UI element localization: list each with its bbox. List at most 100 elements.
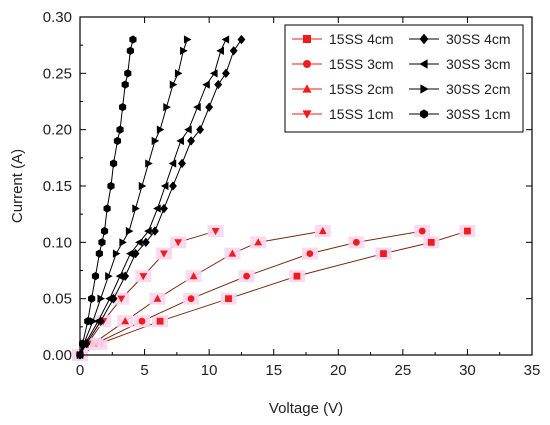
legend-label: 30SS 3cm <box>446 56 511 72</box>
data-point <box>113 136 122 146</box>
data-point <box>105 294 113 303</box>
legend-item: 15SS 1cm <box>292 106 394 122</box>
x-tick-label: 35 <box>524 362 541 379</box>
data-point <box>84 317 92 326</box>
data-point <box>187 295 195 303</box>
data-point <box>380 250 387 257</box>
data-point <box>79 339 87 348</box>
data-point <box>119 102 127 112</box>
data-point <box>163 102 171 112</box>
legend-marker <box>302 110 312 119</box>
x-tick-label: 20 <box>330 362 347 379</box>
legend-label: 15SS 2cm <box>329 81 394 97</box>
data-point <box>125 226 134 236</box>
data-point <box>160 250 168 258</box>
data-point <box>211 228 220 236</box>
legend-item: 15SS 4cm <box>292 31 394 47</box>
data-point <box>221 35 230 44</box>
y-tick-label: 0.15 <box>43 178 72 195</box>
data-point <box>156 125 165 134</box>
series-30ss-3cm <box>75 35 230 360</box>
data-point <box>109 293 118 304</box>
data-point <box>174 69 183 78</box>
legend-box <box>284 24 524 133</box>
y-tick-label: 0.05 <box>43 291 72 308</box>
data-point <box>138 317 146 325</box>
legend-label: 15SS 4cm <box>329 31 394 47</box>
data-point <box>97 294 105 303</box>
data-point <box>176 136 184 146</box>
data-point <box>112 249 121 258</box>
data-point <box>427 238 435 246</box>
legend-item: 30SS 1cm <box>409 106 511 122</box>
legend-marker <box>303 35 311 43</box>
legend-item: 15SS 3cm <box>292 56 394 72</box>
x-tick-label: 25 <box>395 362 412 379</box>
data-point <box>243 272 250 280</box>
legend-label: 15SS 1cm <box>329 106 394 122</box>
data-point <box>156 317 164 325</box>
data-point <box>318 226 327 235</box>
data-point <box>225 295 232 303</box>
data-point <box>180 46 188 55</box>
data-point <box>160 181 169 191</box>
series-15ss-1cm <box>72 225 224 361</box>
data-point <box>228 249 237 257</box>
data-point <box>464 227 471 235</box>
data-point <box>138 181 147 191</box>
legend-label: 15SS 3cm <box>329 56 394 72</box>
legend-item: 30SS 4cm <box>409 31 511 47</box>
legend: 15SS 4cm 30SS 4cm 15SS 3cm 30SS 3cm 15SS 2cm… <box>284 24 524 133</box>
data-point <box>293 272 301 280</box>
data-point <box>107 181 115 191</box>
data-point <box>187 136 196 146</box>
legend-label: 30SS 4cm <box>446 31 511 47</box>
x-axis-title: Voltage (V) <box>269 400 343 417</box>
data-point <box>196 124 205 135</box>
series-15ss-2cm <box>72 225 331 361</box>
data-point <box>129 35 137 44</box>
data-point <box>121 80 129 89</box>
x-tick-label: 5 <box>140 362 148 379</box>
data-point <box>98 238 106 247</box>
legend-item: 30SS 3cm <box>409 56 511 72</box>
data-point <box>89 317 98 326</box>
data-point <box>352 238 360 246</box>
data-point <box>169 181 177 191</box>
plot-area <box>72 34 476 361</box>
data-point <box>100 226 109 236</box>
data-point <box>193 102 201 112</box>
data-point <box>174 239 183 247</box>
legend-marker <box>420 109 428 119</box>
legend-item: 15SS 2cm <box>292 81 394 97</box>
y-axis-title: Current (A) <box>9 149 26 223</box>
data-point <box>145 159 153 168</box>
legend-marker <box>420 84 429 94</box>
data-point <box>132 204 140 213</box>
legend-marker <box>419 33 429 45</box>
data-point <box>115 271 124 281</box>
data-point <box>103 204 111 213</box>
data-point <box>117 295 126 303</box>
data-point <box>237 34 246 45</box>
data-point <box>169 80 178 89</box>
data-point <box>151 136 160 146</box>
data-point <box>221 68 230 79</box>
legend-marker <box>303 60 311 68</box>
data-point <box>141 237 150 248</box>
data-point <box>109 159 118 168</box>
legend-label: 30SS 1cm <box>446 106 511 122</box>
legend-label: 30SS 2cm <box>446 81 511 97</box>
data-point <box>139 273 148 281</box>
data-point <box>135 238 143 247</box>
data-point <box>126 46 134 55</box>
x-tick-label: 15 <box>265 362 282 379</box>
data-point <box>88 294 96 303</box>
legend-marker <box>302 84 312 93</box>
data-point <box>150 226 159 236</box>
data-point <box>131 248 140 259</box>
data-point <box>116 125 124 134</box>
data-point <box>153 204 161 213</box>
data-point <box>168 159 177 168</box>
